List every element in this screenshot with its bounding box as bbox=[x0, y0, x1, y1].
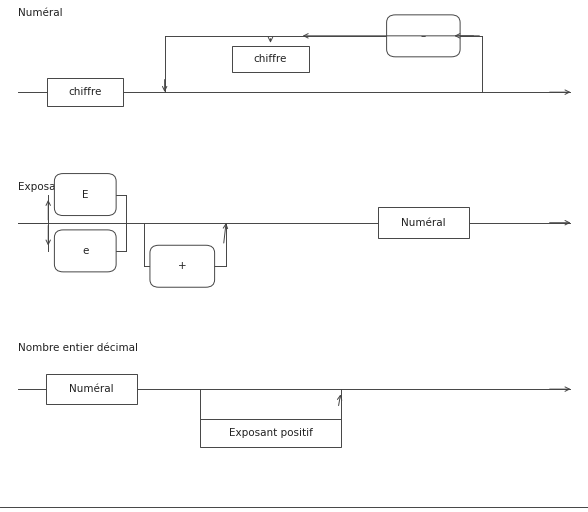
Text: e: e bbox=[82, 246, 88, 256]
Text: +: + bbox=[178, 261, 186, 271]
FancyBboxPatch shape bbox=[47, 78, 123, 106]
Text: Exposant positif: Exposant positif bbox=[18, 182, 102, 192]
FancyBboxPatch shape bbox=[54, 174, 116, 216]
FancyBboxPatch shape bbox=[54, 230, 116, 272]
FancyBboxPatch shape bbox=[200, 419, 341, 446]
FancyBboxPatch shape bbox=[232, 46, 309, 72]
Text: Numéral: Numéral bbox=[401, 218, 446, 228]
Text: Nombre entier décimal: Nombre entier décimal bbox=[18, 343, 138, 353]
Text: –: – bbox=[421, 31, 426, 41]
FancyBboxPatch shape bbox=[150, 245, 215, 287]
Text: Numéral: Numéral bbox=[69, 384, 113, 394]
Text: E: E bbox=[82, 189, 89, 200]
Text: Numéral: Numéral bbox=[18, 8, 62, 18]
Text: Exposant positif: Exposant positif bbox=[229, 428, 312, 438]
FancyBboxPatch shape bbox=[46, 374, 136, 404]
FancyBboxPatch shape bbox=[377, 207, 469, 238]
FancyBboxPatch shape bbox=[386, 15, 460, 57]
Text: chiffre: chiffre bbox=[69, 87, 102, 97]
Text: chiffre: chiffre bbox=[254, 54, 287, 64]
